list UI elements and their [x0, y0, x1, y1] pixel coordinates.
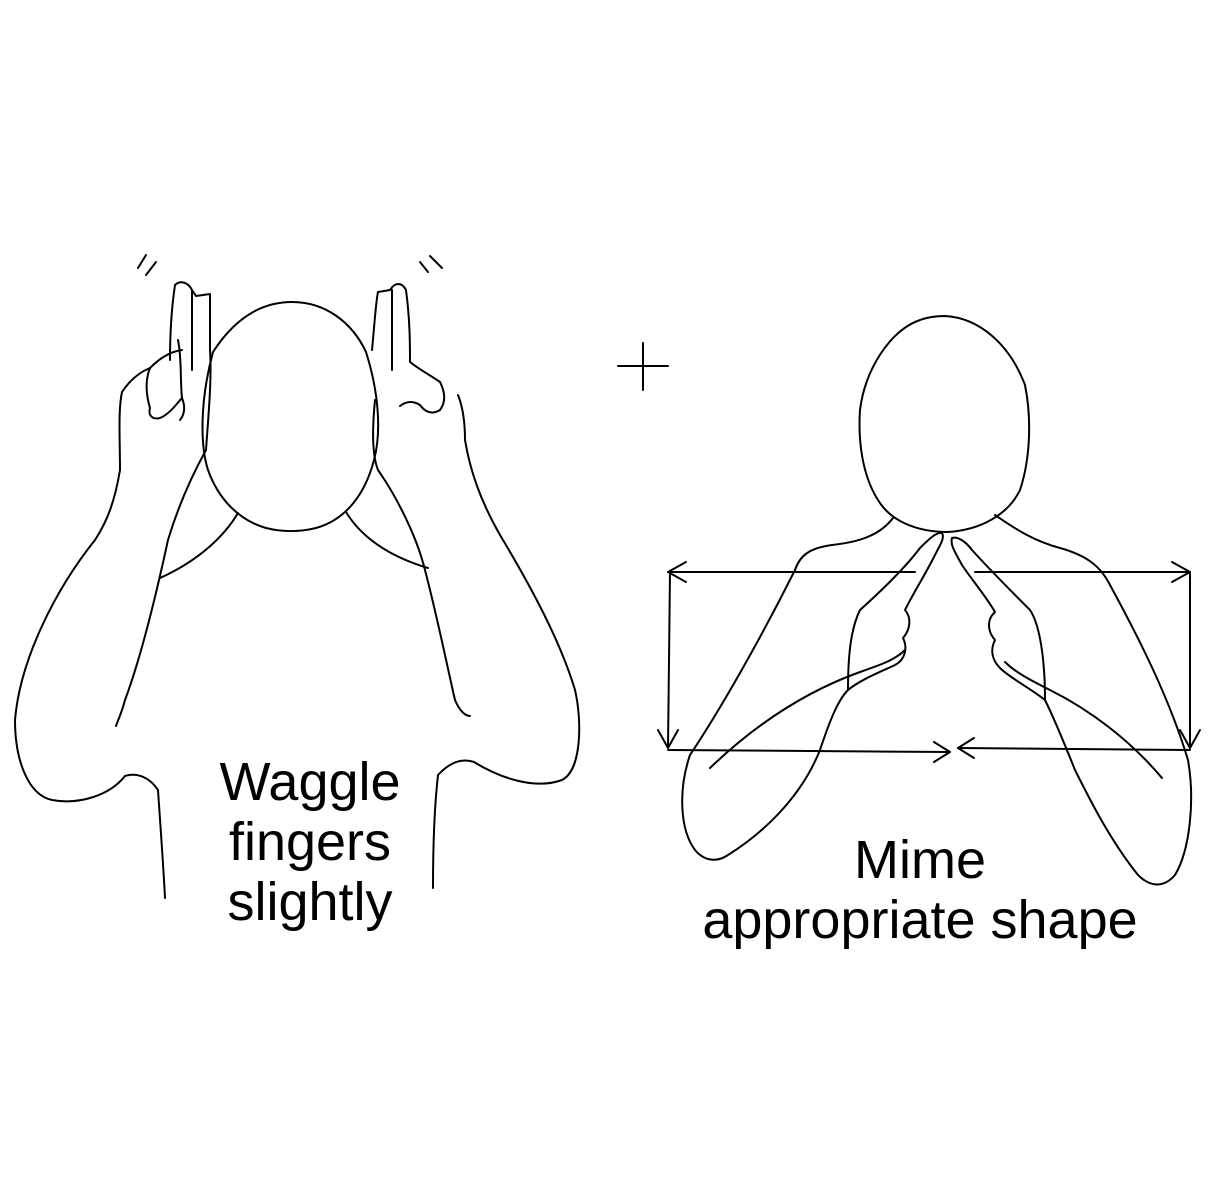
waggle-marks-right: [419, 255, 443, 273]
arm-left-outer: [681, 569, 849, 861]
caption-mime-shape: Mime appropriate shape: [630, 830, 1210, 950]
body-outline-right: [432, 394, 581, 889]
forearm-left-inner: [115, 449, 207, 727]
caption-line: fingers: [228, 812, 392, 872]
shoulder-line-left: [794, 517, 894, 571]
fingers-left: [169, 281, 212, 451]
hand-left: [145, 367, 186, 421]
arm-right-outer: [1044, 584, 1193, 886]
head-right: [858, 315, 1031, 533]
caption-line: appropriate shape: [702, 890, 1138, 950]
forearm-right-inner: [372, 399, 471, 717]
arm-left-inner: [709, 649, 906, 769]
caption-line: Waggle: [219, 752, 401, 812]
fingers-right: [371, 283, 446, 414]
shoulder-right-line: [345, 511, 429, 569]
body-outline-left: [14, 349, 183, 899]
shoulder-left-line: [159, 512, 239, 579]
hand-left-mime: [847, 531, 944, 691]
waggle-marks-left: [137, 254, 157, 276]
shape-guide-arrows: [657, 561, 1201, 763]
arm-right-inner: [1004, 661, 1163, 779]
shoulder-line-right: [994, 514, 1111, 586]
caption-line: slightly: [227, 872, 393, 932]
caption-line: Mime: [854, 830, 986, 890]
figure-mime-shape: [657, 315, 1201, 886]
caption-waggle-fingers: Waggle fingers slightly: [150, 752, 470, 932]
head-left: [201, 301, 380, 532]
hand-right-mime: [950, 536, 1046, 701]
figure-waggle-fingers: [14, 254, 581, 899]
plus-symbol: [617, 342, 669, 391]
